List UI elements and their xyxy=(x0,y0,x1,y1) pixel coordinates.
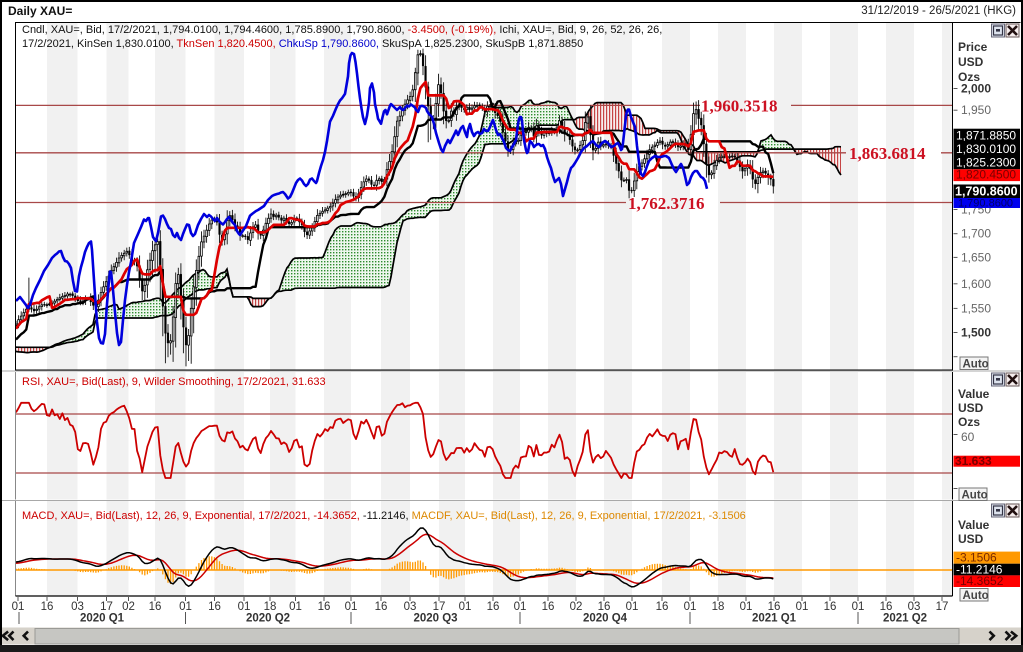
svg-text:USD: USD xyxy=(958,55,984,69)
svg-text:2020 Q1: 2020 Q1 xyxy=(80,613,125,625)
svg-text:16: 16 xyxy=(149,601,162,613)
svg-text:16: 16 xyxy=(208,601,221,613)
svg-text:16: 16 xyxy=(375,601,388,613)
svg-text:1,950: 1,950 xyxy=(961,103,991,117)
svg-text:2,000: 2,000 xyxy=(961,82,991,96)
svg-text:01: 01 xyxy=(345,601,358,613)
svg-text:Value: Value xyxy=(958,518,990,532)
svg-text:03: 03 xyxy=(404,601,417,613)
svg-text:16: 16 xyxy=(41,601,54,613)
svg-text:17/2/2021, KinSen 1,830.0100,: 17/2/2021, KinSen 1,830.0100, TknSen 1,8… xyxy=(22,38,583,50)
svg-text:03: 03 xyxy=(71,601,84,613)
svg-text:01: 01 xyxy=(459,601,472,613)
svg-text:1,863.6814: 1,863.6814 xyxy=(849,144,926,163)
svg-text:1,600: 1,600 xyxy=(961,277,991,291)
svg-text:16: 16 xyxy=(656,601,669,613)
svg-text:RSI, XAU=, Bid(Last), 9, Wild: RSI, XAU=, Bid(Last), 9, Wilder Smoothin… xyxy=(22,376,326,388)
svg-text:1,650: 1,650 xyxy=(961,250,991,264)
svg-text:Auto: Auto xyxy=(963,590,989,602)
svg-text:Price: Price xyxy=(958,40,988,54)
svg-text:16: 16 xyxy=(318,601,331,613)
svg-text:USD: USD xyxy=(958,532,984,546)
svg-text:31/12/2019 - 26/5/2021 (HKG): 31/12/2019 - 26/5/2021 (HKG) xyxy=(861,5,1016,17)
svg-text:01: 01 xyxy=(238,601,251,613)
svg-text:1,825.2300: 1,825.2300 xyxy=(956,155,1016,169)
svg-text:16: 16 xyxy=(824,601,837,613)
svg-text:02: 02 xyxy=(570,601,583,613)
svg-text:1,500: 1,500 xyxy=(961,326,991,340)
svg-text:1,871.8850: 1,871.8850 xyxy=(956,129,1016,143)
svg-text:Ozs: Ozs xyxy=(958,415,980,429)
svg-text:Daily XAU=: Daily XAU= xyxy=(8,4,72,18)
svg-text:2020 Q2: 2020 Q2 xyxy=(246,613,290,625)
svg-text:16: 16 xyxy=(542,601,555,613)
svg-text:USD: USD xyxy=(958,401,984,415)
svg-text:Auto: Auto xyxy=(962,490,988,502)
svg-text:01: 01 xyxy=(626,601,639,613)
svg-text:1,820.4500: 1,820.4500 xyxy=(956,168,1016,182)
svg-text:01: 01 xyxy=(12,601,25,613)
svg-text:1,762.3716: 1,762.3716 xyxy=(628,194,705,213)
svg-text:18: 18 xyxy=(264,601,277,613)
svg-text:60: 60 xyxy=(961,430,975,444)
svg-text:Ozs: Ozs xyxy=(958,70,980,84)
svg-text:16: 16 xyxy=(768,601,781,613)
svg-text:01: 01 xyxy=(852,601,865,613)
svg-text:1,790.8600: 1,790.8600 xyxy=(955,184,1018,198)
svg-text:2020 Q4: 2020 Q4 xyxy=(583,613,628,625)
svg-text:01: 01 xyxy=(179,601,192,613)
svg-text:01: 01 xyxy=(684,601,697,613)
svg-text:2020 Q3: 2020 Q3 xyxy=(413,613,457,625)
svg-text:18: 18 xyxy=(712,601,725,613)
svg-text:MACD, XAU=, Bid(Last), 12, 26: MACD, XAU=, Bid(Last), 12, 26, 9, Expone… xyxy=(22,510,746,522)
svg-text:01: 01 xyxy=(796,601,809,613)
svg-text:1,700: 1,700 xyxy=(961,227,991,241)
svg-text:02: 02 xyxy=(122,601,135,613)
svg-text:16: 16 xyxy=(487,601,500,613)
svg-text:2021 Q1: 2021 Q1 xyxy=(752,613,797,625)
svg-text:Cndl, XAU=, Bid, 17/2/2021, 1,: Cndl, XAU=, Bid, 17/2/2021, 1,794.0100, … xyxy=(22,24,662,36)
svg-text:16: 16 xyxy=(880,601,893,613)
svg-text:1,960.3518: 1,960.3518 xyxy=(701,97,778,116)
svg-text:17: 17 xyxy=(936,601,949,613)
svg-text:-3.1506: -3.1506 xyxy=(956,550,997,564)
svg-text:Auto: Auto xyxy=(963,359,989,371)
svg-text:01: 01 xyxy=(740,601,753,613)
svg-text:01: 01 xyxy=(289,601,302,613)
svg-text:16: 16 xyxy=(598,601,611,613)
svg-text:2021 Q2: 2021 Q2 xyxy=(883,613,927,625)
svg-text:-14.3652: -14.3652 xyxy=(956,574,1004,588)
svg-text:17: 17 xyxy=(433,601,446,613)
svg-text:1,790.8600: 1,790.8600 xyxy=(958,197,1013,209)
svg-text:03: 03 xyxy=(908,601,921,613)
svg-text:Value: Value xyxy=(958,387,990,401)
svg-text:1,830.0100: 1,830.0100 xyxy=(956,142,1016,156)
svg-text:17: 17 xyxy=(100,601,113,613)
svg-text:31.633: 31.633 xyxy=(955,454,992,468)
svg-text:1,550: 1,550 xyxy=(961,301,991,315)
svg-text:-11.2146: -11.2146 xyxy=(956,562,1003,576)
svg-text:01: 01 xyxy=(514,601,527,613)
